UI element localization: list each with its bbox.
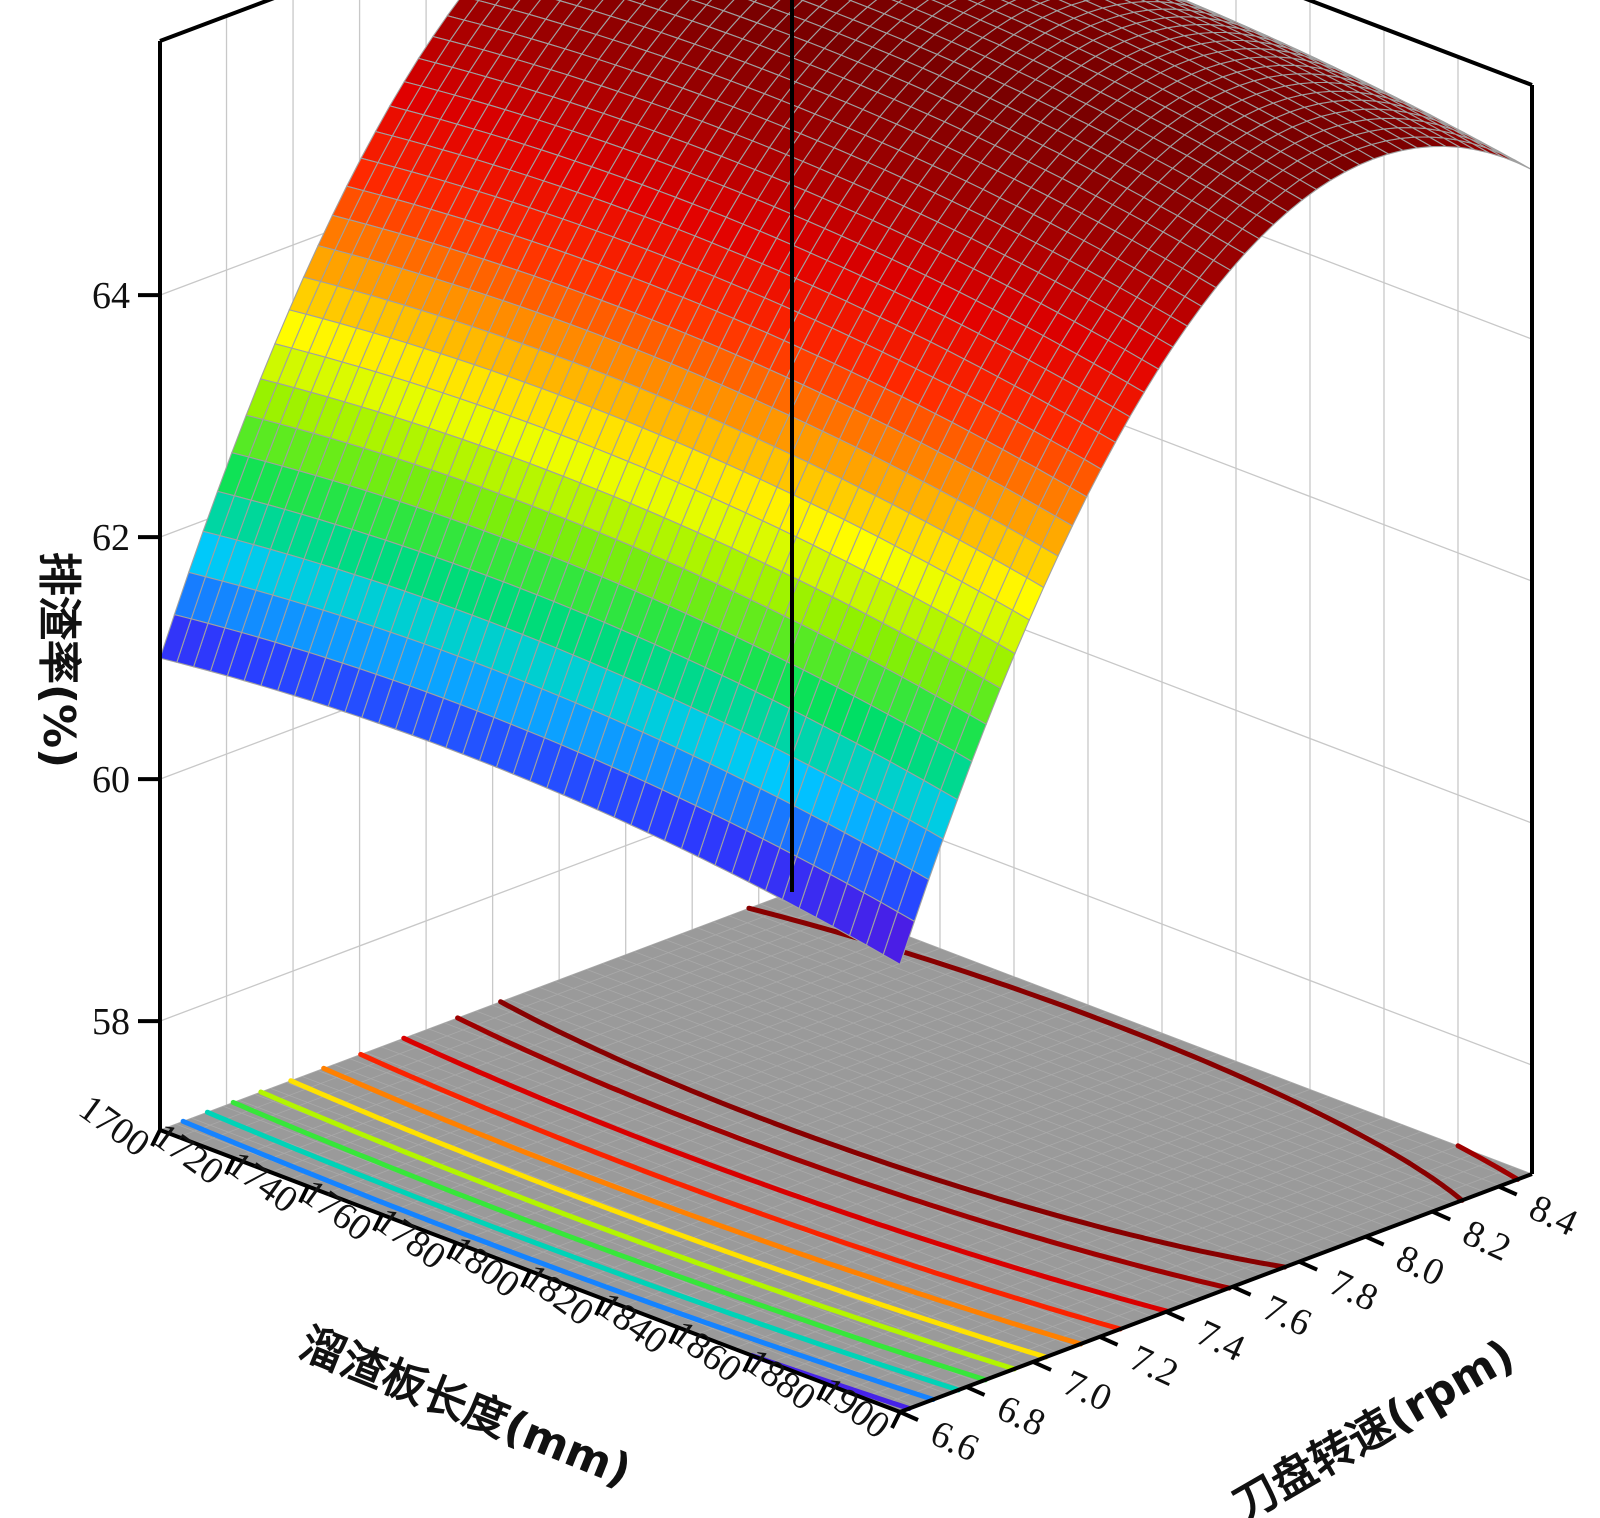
y-tick-label: 8.4 [1523,1187,1584,1245]
floor-grid-line [585,1053,1218,1293]
floor-grid-line [602,963,1343,1246]
y-tick-label: 6.8 [991,1387,1052,1445]
floor-grid-line [733,1110,1366,1349]
contour-line [401,1035,1170,1314]
x-tick [298,1185,310,1204]
surface-cell [1154,0,1175,4]
x-tick-label: 1700 [71,1087,157,1166]
y-tick [1431,1209,1452,1222]
floor-grid-line [475,1010,1217,1294]
floor-grid-line [548,1039,1181,1279]
y-tick-label: 7.8 [1323,1262,1384,1320]
contour-line [358,1051,1123,1332]
contour-line [204,1109,961,1393]
floor-grid-line [603,1060,1237,1300]
y-tick-label: 6.6 [924,1412,985,1470]
contour-line [288,1078,1049,1360]
y-tick-label: 8.0 [1390,1237,1451,1295]
z-tick-label: 62 [92,517,130,559]
floor-grid-line [554,980,1296,1264]
surface-cell [1176,0,1187,3]
x-tick [520,1270,532,1288]
floor-grid-line [491,1004,1232,1288]
y-tick [899,1410,919,1422]
floor-grid-line [586,968,1327,1252]
z-tick-label: 60 [92,759,130,801]
floor-grid-line [640,1074,1274,1314]
x-tick [890,1411,902,1429]
y-tick [1231,1284,1252,1297]
contour-line [455,1015,1521,1291]
floor-grid-line [881,1166,1514,1406]
floor-grid-line [665,939,1406,1222]
y-tick [1032,1360,1052,1372]
y-tick-label: 7.4 [1190,1312,1251,1370]
y-tick-label: 7.6 [1257,1287,1318,1345]
y-tick-label: 8.2 [1456,1212,1517,1270]
contour-line [258,1089,1017,1372]
floor-grid-line [539,986,1280,1270]
y-axis-line [899,1172,1533,1414]
floor-contours [180,905,1521,1411]
x-axis-title: 溜渣板长度(mm) [293,1318,638,1497]
floor-grid-line [696,1096,1329,1335]
floor-grid-line [791,891,1533,1175]
x-tick [224,1157,236,1176]
floor-grid-line [714,1103,1348,1342]
top-right-edge [1303,0,1533,87]
x-tick [372,1213,384,1232]
surface-cell [159,613,192,664]
x-tick [742,1354,754,1373]
x-tick [594,1298,606,1317]
y-tick [1098,1335,1119,1347]
x-tick [816,1382,828,1401]
y-tick [1364,1234,1385,1247]
y-tick [1497,1184,1518,1197]
floor-grid-line [744,909,1485,1193]
floor-grid-line [633,951,1375,1234]
contour-line [230,1099,988,1383]
y-tick-label: 7.2 [1124,1337,1185,1395]
y-tick [1165,1309,1185,1322]
top-left-edge [159,0,275,43]
x-tick [668,1326,680,1345]
y-tick [965,1385,986,1397]
y-axis-title: 刀盘转速(rpm) [1224,1330,1523,1518]
contour-line [498,905,1465,1270]
floor-grid-line [681,933,1422,1217]
y-tick-label: 7.0 [1057,1362,1118,1420]
floor-grid-line [659,1081,1292,1321]
floor-grid-line [566,1046,1200,1286]
floor-grid-line [728,915,1469,1199]
floor-grid-line [618,957,1359,1240]
y-tick [1298,1259,1318,1272]
response-surface [159,0,1533,966]
floor-grid-line [523,992,1264,1276]
floor-grid-line [697,927,1438,1211]
z-tick-label: 64 [92,275,130,317]
floor-grid-line [862,1159,1496,1399]
contour-line [180,1118,936,1402]
contour-line [321,1065,1084,1347]
z-axis-title: 排渣率(%) [33,552,84,768]
floor-grid-line [570,974,1311,1258]
surface-cell [1140,0,1161,3]
floor-grid-line [712,921,1454,1205]
z-tick-label: 58 [92,1001,130,1043]
floor-grid-line [649,945,1390,1228]
floor-grid-line [677,1089,1311,1328]
x-tick [150,1129,162,1147]
floor-grid-line [622,1067,1255,1307]
x-tick [446,1241,458,1260]
